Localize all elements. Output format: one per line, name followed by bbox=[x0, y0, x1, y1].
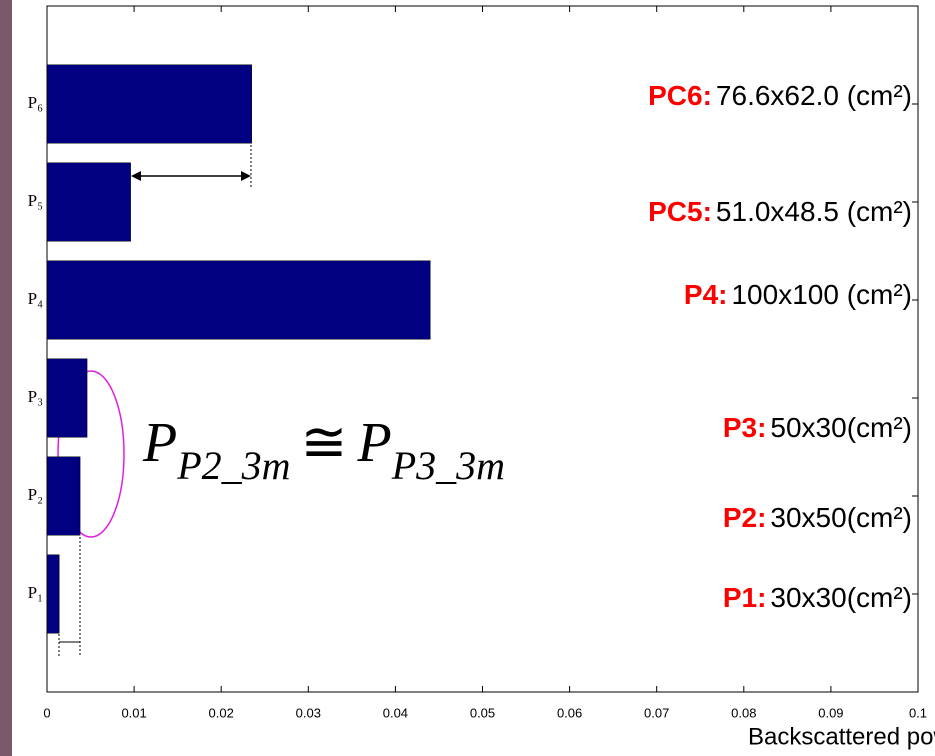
x-tick-label: 0.06 bbox=[557, 705, 582, 720]
bar bbox=[46, 358, 88, 438]
x-tick-label: 0.03 bbox=[296, 705, 321, 720]
x-tick-label: 0 bbox=[43, 705, 50, 720]
annotation-text: 30x30(cm²) bbox=[770, 582, 912, 613]
annotation: P4: 100x100 (cm²) bbox=[684, 279, 912, 310]
formula-part: P2_3m bbox=[176, 443, 290, 488]
annotation: P3: 50x30(cm²) bbox=[723, 412, 912, 443]
arrow-head bbox=[241, 171, 251, 181]
annotation: PC6: 76.6x62.0 (cm²) bbox=[648, 80, 912, 111]
annotation-label: P4: bbox=[684, 279, 728, 310]
annotation-text: 50x30(cm²) bbox=[770, 412, 912, 443]
x-tick-label: 0.04 bbox=[383, 705, 408, 720]
bar bbox=[46, 554, 60, 634]
annotation-label: PC5: bbox=[648, 196, 712, 227]
x-tick-label: 0.01 bbox=[121, 705, 146, 720]
y-tick-label: P₂ bbox=[28, 485, 43, 504]
formula-part: P bbox=[142, 412, 177, 474]
x-tick-label: 0.05 bbox=[470, 705, 495, 720]
annotation-label: P1: bbox=[723, 582, 767, 613]
formula-part: ≅ bbox=[301, 412, 348, 474]
x-tick-label: 0.08 bbox=[731, 705, 756, 720]
y-tick-label: P₆ bbox=[28, 93, 43, 112]
annotation-text: 30x50(cm²) bbox=[770, 502, 912, 533]
annotation-label: PC6: bbox=[648, 80, 712, 111]
bar bbox=[46, 64, 252, 144]
annotation-text: 76.6x62.0 (cm²) bbox=[716, 80, 912, 111]
y-tick-label: P₄ bbox=[28, 289, 43, 308]
annotation-text: 100x100 (cm²) bbox=[731, 279, 912, 310]
bar bbox=[46, 162, 131, 242]
x-tick-label: 0.07 bbox=[644, 705, 669, 720]
x-tick-label: 0.02 bbox=[209, 705, 234, 720]
formula-part: P3_3m bbox=[391, 443, 505, 488]
annotation-label: P3: bbox=[723, 412, 767, 443]
formula: PP2_3m ≅ PP3_3m bbox=[142, 412, 505, 488]
annotation-text: 51.0x48.5 (cm²) bbox=[716, 196, 912, 227]
formula-part: P bbox=[356, 412, 391, 474]
y-tick-label: P₅ bbox=[28, 191, 43, 210]
x-tick-label: 0.1 bbox=[909, 705, 927, 720]
arrow-head bbox=[131, 171, 141, 181]
annotation: P2: 30x50(cm²) bbox=[723, 502, 912, 533]
annotation: P1: 30x30(cm²) bbox=[723, 582, 912, 613]
y-tick-label: P₁ bbox=[28, 583, 43, 602]
x-axis-label: Backscattered power bbox=[748, 723, 935, 750]
y-tick-label: P₃ bbox=[28, 387, 43, 406]
bar bbox=[46, 456, 81, 536]
background-strip bbox=[0, 0, 12, 756]
bar bbox=[46, 260, 431, 340]
annotation-label: P2: bbox=[723, 502, 767, 533]
highlight-ellipse bbox=[57, 370, 125, 538]
annotation: PC5: 51.0x48.5 (cm²) bbox=[648, 196, 912, 227]
x-tick-label: 0.09 bbox=[818, 705, 843, 720]
